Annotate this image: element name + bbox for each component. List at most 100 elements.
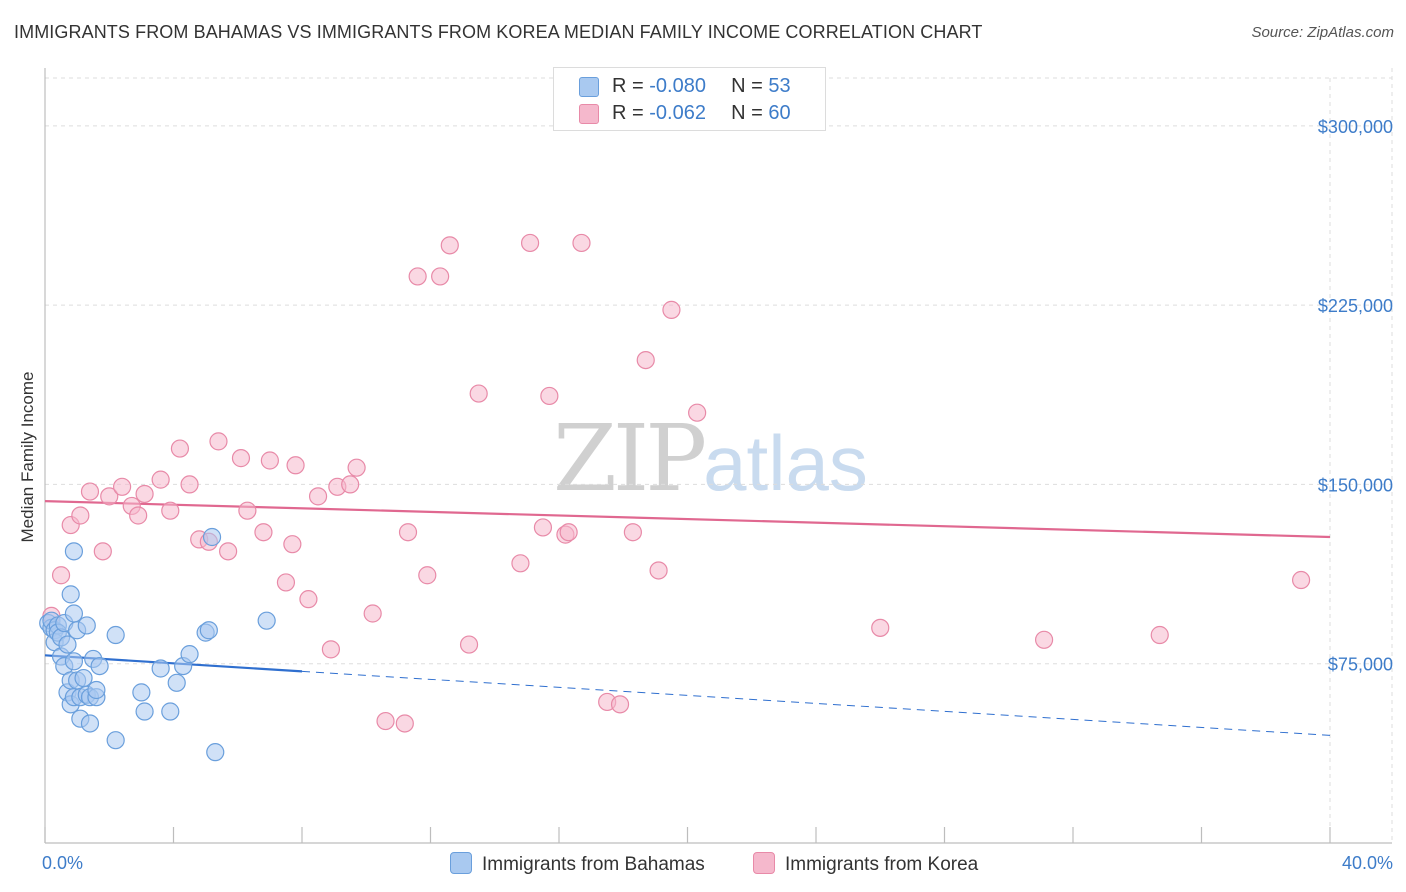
data-point-bahamas — [151, 659, 170, 678]
data-point-korea — [540, 386, 559, 406]
data-point-korea — [299, 590, 318, 609]
data-point-korea — [623, 523, 642, 542]
legend-r-value: -0.080 — [649, 75, 706, 97]
data-point-korea — [511, 554, 530, 573]
data-point-bahamas — [257, 611, 276, 630]
data-point-korea — [129, 506, 148, 525]
y-tick-label: $150,000 — [1318, 475, 1393, 495]
series-label-bahamas: Immigrants from Bahamas — [482, 854, 705, 875]
data-point-korea — [260, 451, 279, 470]
data-point-korea — [408, 267, 427, 286]
data-point-korea — [254, 523, 273, 542]
series-legend-korea: Immigrants from Korea — [753, 852, 978, 876]
series-swatch-korea — [753, 852, 775, 874]
data-point-korea — [688, 403, 707, 422]
data-point-bahamas — [167, 673, 186, 692]
data-point-korea — [135, 484, 154, 504]
data-point-bahamas — [206, 743, 225, 762]
data-point-bahamas — [202, 527, 222, 547]
legend-r-value: -0.062 — [649, 102, 706, 124]
legend-r-label: R = — [612, 75, 650, 97]
data-point-korea — [1291, 570, 1311, 590]
x-tick-label-max: 40.0% — [1342, 853, 1393, 873]
data-point-bahamas — [199, 621, 218, 640]
data-point-korea — [440, 236, 459, 255]
data-point-korea — [286, 456, 305, 475]
series-swatch-bahamas — [450, 852, 472, 874]
y-axis-label: Median Family Income — [18, 371, 37, 542]
data-point-bahamas — [64, 542, 84, 561]
data-point-korea — [151, 470, 170, 489]
data-point-korea — [559, 523, 578, 542]
data-point-korea — [51, 566, 71, 585]
data-point-bahamas — [132, 683, 151, 702]
legend-n-value: 60 — [768, 102, 791, 124]
data-point-bahamas — [106, 731, 125, 750]
data-point-korea — [100, 487, 119, 506]
data-point-korea — [170, 439, 190, 458]
legend-row-bahamas: R = -0.080 N = 53 — [612, 75, 791, 98]
data-point-korea — [347, 458, 366, 477]
legend-swatch-bahamas — [579, 77, 599, 97]
data-point-bahamas — [58, 635, 77, 654]
data-point-korea — [276, 573, 296, 592]
trend-line-bahamas-projection — [301, 670, 1331, 736]
legend-n-label: N = — [731, 102, 769, 124]
data-point-korea — [93, 542, 112, 561]
data-point-korea — [376, 711, 395, 731]
data-point-bahamas — [64, 652, 84, 671]
data-point-bahamas — [161, 702, 180, 721]
axes — [44, 68, 1392, 844]
data-point-korea — [431, 267, 450, 286]
data-point-korea — [161, 501, 180, 520]
data-point-korea — [80, 482, 100, 501]
x-tick-label-min: 0.0% — [42, 853, 83, 873]
watermark: ZIPatlas — [553, 405, 868, 512]
data-point-bahamas — [135, 702, 154, 721]
data-point-korea — [308, 487, 328, 506]
data-point-korea — [649, 561, 668, 580]
data-point-korea — [180, 475, 199, 494]
series-legend-bahamas: Immigrants from Bahamas — [450, 852, 705, 876]
data-point-korea — [321, 640, 341, 659]
data-point-korea — [533, 518, 553, 537]
correlation-legend: R = -0.080 N = 53 R = -0.062 N = 60 — [553, 67, 826, 131]
data-point-korea — [469, 384, 488, 403]
data-point-bahamas — [80, 714, 100, 733]
data-point-korea — [219, 542, 238, 561]
data-point-korea — [112, 477, 132, 496]
data-point-korea — [395, 714, 414, 733]
data-point-bahamas — [64, 604, 84, 623]
data-point-korea — [610, 695, 630, 714]
data-point-korea — [231, 449, 251, 468]
chart-title: IMMIGRANTS FROM BAHAMAS VS IMMIGRANTS FR… — [14, 22, 983, 42]
data-point-korea — [283, 535, 302, 554]
legend-n-value: 53 — [768, 75, 791, 97]
data-point-korea — [572, 233, 591, 253]
data-point-bahamas — [180, 645, 199, 664]
legend-n-label: N = — [731, 75, 769, 97]
watermark-zip: ZIP — [553, 405, 707, 512]
y-tick-label: $300,000 — [1318, 117, 1393, 137]
data-point-korea — [1034, 630, 1054, 649]
data-point-bahamas — [77, 616, 96, 635]
data-point-korea — [209, 432, 228, 451]
data-point-korea — [459, 635, 479, 654]
watermark-atlas: atlas — [703, 419, 868, 507]
axis-labels: $75,000 $150,000 $225,000 $300,000 0.0% 40.0%… — [18, 117, 1393, 873]
source-label: Source: ZipAtlas.com — [1251, 24, 1394, 41]
y-tick-label: $225,000 — [1318, 296, 1393, 316]
data-point-korea — [1150, 625, 1169, 645]
data-point-korea — [238, 501, 257, 520]
legend-swatch-korea — [579, 104, 599, 124]
data-point-korea — [418, 566, 437, 585]
data-point-bahamas — [87, 680, 106, 700]
data-point-bahamas — [61, 585, 80, 604]
trend-line-korea — [44, 500, 1331, 539]
y-tick-label: $75,000 — [1328, 655, 1393, 675]
data-point-korea — [871, 618, 890, 637]
data-points — [39, 233, 1311, 762]
data-point-korea — [71, 506, 90, 525]
trend-lines — [44, 500, 1331, 736]
